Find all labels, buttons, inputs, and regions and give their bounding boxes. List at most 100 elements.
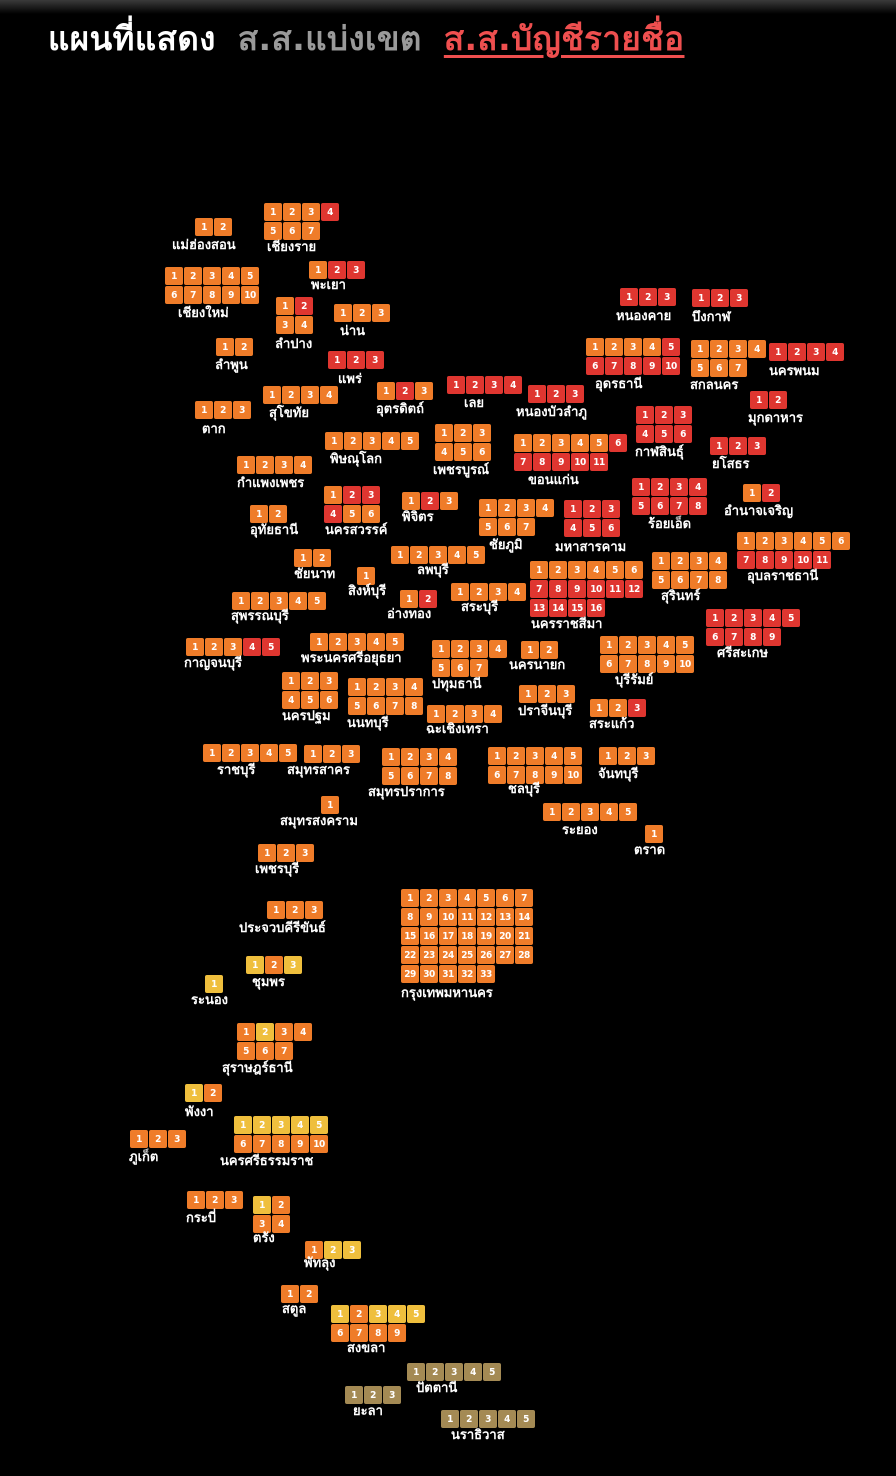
seat-cell[interactable]: 4 (291, 1116, 309, 1134)
seat-cell[interactable]: 1 (165, 267, 183, 285)
seat-cell[interactable]: 1 (590, 699, 608, 717)
seat-cell[interactable]: 2 (214, 218, 232, 236)
seat-cell[interactable]: 4 (464, 1363, 482, 1381)
seat-cell[interactable]: 1 (195, 218, 213, 236)
seat-cell[interactable]: 2 (301, 672, 319, 690)
seat-cell[interactable]: 1 (328, 351, 346, 369)
seat-cell[interactable]: 21 (515, 927, 533, 945)
seat-cell[interactable]: 2 (184, 267, 202, 285)
seat-cell[interactable]: 5 (606, 561, 624, 579)
seat-cell[interactable]: 8 (203, 286, 221, 304)
seat-cell[interactable]: 3 (517, 499, 535, 517)
seat-cell[interactable]: 3 (526, 747, 544, 765)
seat-cell[interactable]: 3 (253, 1215, 271, 1233)
seat-cell[interactable]: 6 (320, 691, 338, 709)
seat-cell[interactable]: 1 (195, 401, 213, 419)
seat-cell[interactable]: 2 (350, 1305, 368, 1323)
seat-cell[interactable]: 6 (488, 766, 506, 784)
seat-cell[interactable]: 7 (514, 453, 532, 471)
seat-cell[interactable]: 3 (415, 382, 433, 400)
seat-cell[interactable]: 4 (458, 889, 476, 907)
seat-cell[interactable]: 2 (256, 1023, 274, 1041)
seat-cell[interactable]: 8 (624, 357, 642, 375)
seat-cell[interactable]: 1 (250, 505, 268, 523)
seat-cell[interactable]: 1 (305, 1241, 323, 1259)
seat-cell[interactable]: 1 (391, 546, 409, 564)
seat-cell[interactable]: 4 (484, 705, 502, 723)
seat-cell[interactable]: 9 (657, 655, 675, 673)
seat-cell[interactable]: 1 (203, 744, 221, 762)
seat-cell[interactable]: 1 (357, 567, 375, 585)
seat-cell[interactable]: 8 (272, 1135, 290, 1153)
seat-cell[interactable]: 1 (600, 636, 618, 654)
seat-cell[interactable]: 2 (769, 391, 787, 409)
seat-cell[interactable]: 1 (769, 343, 787, 361)
seat-cell[interactable]: 6 (367, 697, 385, 715)
seat-cell[interactable]: 2 (295, 297, 313, 315)
seat-cell[interactable]: 9 (420, 908, 438, 926)
seat-cell[interactable]: 4 (405, 678, 423, 696)
seat-cell[interactable]: 4 (545, 747, 563, 765)
seat-cell[interactable]: 5 (517, 1410, 535, 1428)
seat-cell[interactable]: 1 (186, 638, 204, 656)
seat-cell[interactable]: 1 (519, 685, 537, 703)
seat-cell[interactable]: 2 (454, 424, 472, 442)
seat-cell[interactable]: 3 (674, 406, 692, 424)
seat-cell[interactable]: 1 (401, 889, 419, 907)
seat-cell[interactable]: 5 (264, 222, 282, 240)
seat-cell[interactable]: 4 (294, 456, 312, 474)
seat-cell[interactable]: 2 (466, 376, 484, 394)
seat-cell[interactable]: 4 (367, 633, 385, 651)
seat-cell[interactable]: 5 (479, 518, 497, 536)
seat-cell[interactable]: 5 (301, 691, 319, 709)
seat-cell[interactable]: 7 (729, 359, 747, 377)
seat-cell[interactable]: 7 (350, 1324, 368, 1342)
seat-cell[interactable]: 2 (269, 505, 287, 523)
seat-cell[interactable]: 1 (543, 803, 561, 821)
seat-cell[interactable]: 30 (420, 965, 438, 983)
seat-cell[interactable]: 4 (657, 636, 675, 654)
seat-cell[interactable]: 9 (291, 1135, 309, 1153)
seat-cell[interactable]: 1 (232, 592, 250, 610)
seat-cell[interactable]: 26 (477, 946, 495, 964)
seat-cell[interactable]: 1 (325, 432, 343, 450)
seat-cell[interactable]: 2 (533, 434, 551, 452)
seat-cell[interactable]: 4 (636, 425, 654, 443)
seat-cell[interactable]: 5 (279, 744, 297, 762)
seat-cell[interactable]: 6 (331, 1324, 349, 1342)
seat-cell[interactable]: 2 (426, 1363, 444, 1381)
seat-cell[interactable]: 1 (620, 288, 638, 306)
seat-cell[interactable]: 1 (402, 492, 420, 510)
seat-cell[interactable]: 1 (432, 640, 450, 658)
seat-cell[interactable]: 3 (224, 638, 242, 656)
seat-cell[interactable]: 5 (619, 803, 637, 821)
seat-cell[interactable]: 3 (557, 685, 575, 703)
seat-cell[interactable]: 3 (348, 633, 366, 651)
seat-cell[interactable]: 8 (405, 697, 423, 715)
seat-cell[interactable]: 1 (282, 672, 300, 690)
seat-cell[interactable]: 1 (586, 338, 604, 356)
seat-cell[interactable]: 5 (241, 267, 259, 285)
seat-cell[interactable]: 2 (619, 636, 637, 654)
seat-cell[interactable]: 5 (407, 1305, 425, 1323)
seat-cell[interactable]: 11 (590, 453, 608, 471)
seat-cell[interactable]: 2 (470, 583, 488, 601)
seat-cell[interactable]: 3 (744, 609, 762, 627)
seat-cell[interactable]: 3 (566, 385, 584, 403)
seat-cell[interactable]: 2 (762, 484, 780, 502)
seat-cell[interactable]: 7 (302, 222, 320, 240)
seat-cell[interactable]: 2 (265, 956, 283, 974)
seat-cell[interactable]: 3 (362, 486, 380, 504)
seat-cell[interactable]: 2 (214, 401, 232, 419)
seat-cell[interactable]: 2 (282, 386, 300, 404)
seat-cell[interactable]: 8 (744, 628, 762, 646)
seat-cell[interactable]: 2 (277, 844, 295, 862)
seat-cell[interactable]: 4 (295, 316, 313, 334)
seat-cell[interactable]: 4 (689, 478, 707, 496)
seat-cell[interactable]: 2 (256, 456, 274, 474)
seat-cell[interactable]: 3 (270, 592, 288, 610)
seat-cell[interactable]: 3 (485, 376, 503, 394)
seat-cell[interactable]: 5 (813, 532, 831, 550)
seat-cell[interactable]: 5 (343, 505, 361, 523)
seat-cell[interactable]: 2 (639, 288, 657, 306)
